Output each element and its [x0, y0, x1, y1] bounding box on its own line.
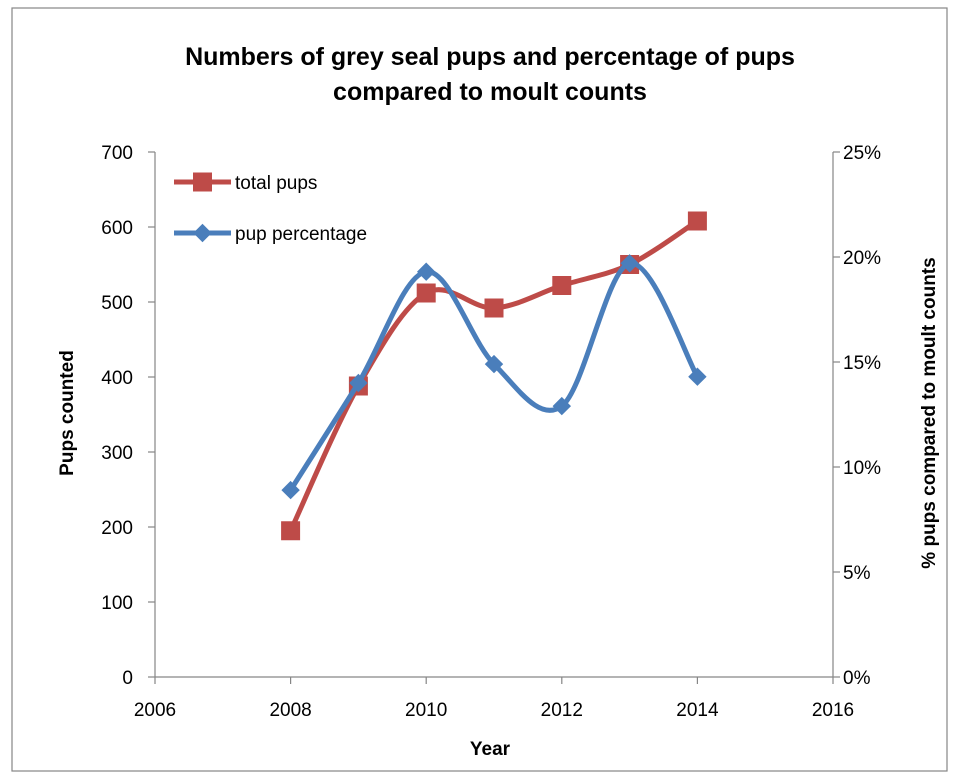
total-pups-point [281, 521, 301, 541]
x-tick-label: 2012 [541, 700, 583, 721]
total-pups-point [484, 298, 504, 318]
y2-tick-label: 15% [843, 353, 881, 374]
y2-tick-label: 5% [843, 563, 871, 584]
pup-percentage-point [349, 373, 368, 393]
y-tick-label: 700 [101, 143, 133, 164]
legend-pup-percentage-label: pup percentage [235, 224, 367, 245]
chart-border [11, 7, 948, 772]
y2-tick-label: 0% [843, 668, 871, 689]
pup-percentage-point [484, 354, 504, 374]
y2-tick-label: 25% [843, 143, 881, 164]
pup-percentage-point [552, 396, 572, 416]
pup-percentage-point [416, 262, 436, 281]
y2-tick-label: 20% [843, 248, 881, 269]
legend-total-pups-label: total pups [235, 173, 317, 194]
total-pups-point [687, 211, 707, 231]
total-pups-point [552, 276, 572, 295]
legend-pup-percentage-marker [193, 223, 212, 243]
x-axis-label: Year [470, 739, 511, 760]
axis-ticks: 0 100 200 300 400 500 600 700 0% 5% 10% 15% 20% 25% 20… [101, 143, 881, 721]
x-tick-label: 2016 [812, 700, 854, 721]
pup-percentage-point [688, 367, 707, 386]
chart-title-line1: Numbers of grey seal pups and percentage… [185, 43, 795, 71]
y-axis-label: Pups counted [57, 350, 78, 476]
x-tick-label: 2010 [405, 700, 447, 721]
legend-total-pups-marker [193, 172, 212, 192]
y-tick-label: 500 [101, 293, 133, 314]
pup-percentage-point [281, 480, 300, 500]
y-tick-label: 200 [101, 518, 133, 539]
x-tick-label: 2006 [134, 700, 176, 721]
chart-title-line2: compared to moult counts [333, 78, 647, 106]
x-tick-label: 2008 [269, 700, 311, 721]
y-tick-label: 400 [101, 368, 133, 389]
pup-percentage-point [620, 254, 639, 273]
y-tick-label: 0 [122, 668, 133, 689]
legend: total pups pup percentage [174, 172, 367, 245]
plot-area [154, 152, 834, 678]
series [281, 211, 707, 541]
y-tick-label: 100 [101, 593, 133, 614]
total-pups-point [416, 283, 436, 303]
y2-axis-label: % pups compared to moult counts [919, 257, 940, 568]
y2-tick-label: 10% [843, 458, 881, 479]
x-tick-label: 2014 [676, 700, 719, 721]
y-tick-label: 600 [101, 218, 133, 239]
y-tick-label: 300 [101, 443, 133, 464]
